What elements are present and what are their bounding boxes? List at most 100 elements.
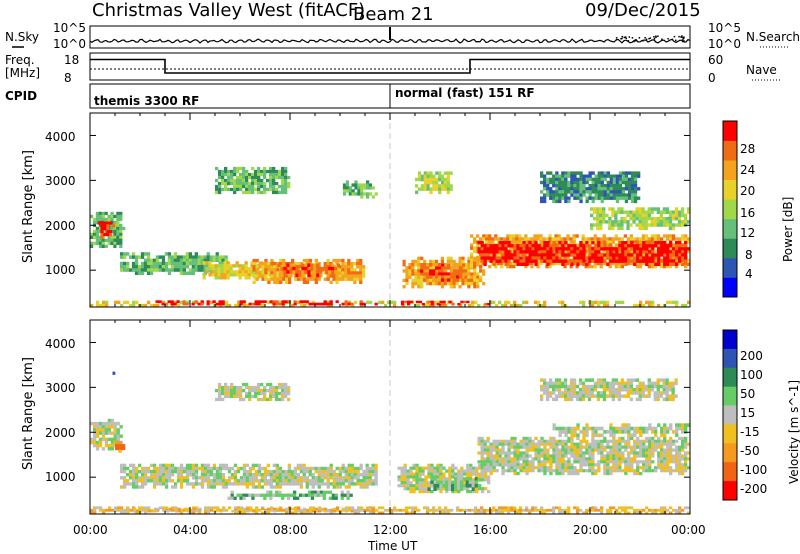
noise-search-dot [623, 36, 625, 39]
power-colorbar-swatch-3 [723, 218, 737, 239]
noise-search-dot [675, 39, 677, 42]
ytick-vel-1000: 1000 [45, 470, 76, 484]
noise-tick-top-right: 10^5 [708, 21, 741, 35]
noise-search-dot [657, 35, 659, 37]
noise-sky-line [89, 38, 691, 44]
noise-search-dot [645, 38, 648, 41]
noise-search-dot [681, 40, 684, 43]
power-tick-16: 16 [740, 206, 756, 220]
noise-panel-frame [89, 25, 691, 49]
xtick-0400: 04:00 [173, 523, 208, 537]
noise-search-dot [648, 37, 650, 40]
vel-tick-minus50: -50 [740, 444, 760, 458]
date-title: 09/Dec/2015 [585, 0, 701, 21]
noise-search-dot [653, 37, 656, 40]
ytick-vel-2000: 2000 [45, 426, 76, 440]
power-colorbar-swatch-5 [723, 179, 737, 200]
power-tick-28: 28 [740, 142, 756, 156]
velocity-region-3 [227, 490, 353, 500]
noise-search-dot [635, 40, 637, 42]
noise-tick-bottom-right: 10^0 [708, 37, 741, 51]
cpid-label: CPID [5, 89, 38, 103]
vel-tick-minus100: -100 [740, 463, 768, 477]
y-axis-label-velocity: Slant Range [km] [20, 357, 36, 470]
colorbars [722, 120, 738, 501]
ytick-power-2000: 2000 [45, 219, 76, 233]
noise-search-dot [644, 37, 646, 39]
noise-search-dot [682, 38, 684, 40]
cpid-segment-2: normal (fast) 151 RF [395, 86, 535, 100]
power-region-17 [540, 171, 641, 204]
x-axis-label: Time UT [368, 539, 418, 553]
axis-ticks [89, 113, 691, 514]
noise-search-dot [631, 37, 634, 39]
freq-tick-top: 18 [64, 53, 80, 67]
vel-tick-minus200: -200 [740, 482, 768, 496]
noise-search-dot [683, 36, 685, 38]
xtick-1600: 16:00 [473, 523, 508, 537]
power-colorbar-swatch-1 [723, 257, 737, 278]
noise-search-dot [673, 35, 676, 38]
velocity-colorbar-swatch-8 [723, 481, 737, 501]
power-tick-12: 12 [740, 226, 756, 240]
power-region-14 [215, 166, 291, 195]
noise-search-dot [620, 38, 622, 40]
ytick-power-1000: 1000 [45, 263, 76, 277]
noise-search-dot [628, 36, 631, 38]
velocity-region-12 [540, 378, 678, 402]
xtick-1200: 12:00 [373, 523, 408, 537]
power-colorbar-swatch-0 [723, 277, 737, 298]
ytick-vel-4000: 4000 [45, 337, 76, 351]
vel-tick-15: 15 [740, 406, 756, 420]
power-region-7 [420, 263, 466, 282]
vel-tick-minus15: -15 [740, 425, 760, 439]
noise-search-dot [627, 40, 630, 42]
power-tick-20: 20 [740, 184, 756, 198]
power-region-5 [277, 263, 341, 278]
noise-search-dot [667, 38, 669, 40]
nave-label: Nave [746, 63, 777, 77]
nave-tick-top: 60 [708, 53, 724, 67]
power-colorbar-swatch-8 [723, 121, 737, 141]
velocity-colorbar-swatch-5 [723, 424, 737, 444]
noise-sky-label: N.Sky [5, 30, 40, 44]
noise-search-dot [625, 37, 627, 39]
nave-tick-bottom: 0 [708, 71, 716, 85]
noise-search-dot [671, 38, 674, 41]
ytick-power-3000: 3000 [45, 174, 76, 188]
power-region-12 [155, 300, 378, 306]
power-tick-8: 8 [745, 248, 753, 262]
velocity-region-2 [120, 463, 378, 489]
power-region-13 [400, 300, 491, 306]
noise-search-dot [681, 35, 683, 37]
freq-label: Freq. [5, 53, 35, 67]
noise-search-dot [615, 39, 618, 41]
vel-tick-50: 50 [740, 387, 756, 401]
velocity-colorbar-swatch-7 [723, 462, 737, 482]
power-colorbar-swatch-6 [723, 160, 737, 180]
power-colorbar-label: Power [dB] [781, 196, 795, 262]
velocity-colorbar-swatch-1 [723, 348, 737, 369]
vel-tick-100: 100 [740, 368, 763, 382]
power-colorbar-swatch-4 [723, 199, 737, 220]
freq-unit-label: [MHz] [5, 66, 41, 80]
noise-search-dot [615, 37, 618, 39]
velocity-heatmap [90, 371, 691, 515]
noise-search-dot [661, 38, 663, 40]
power-region-15 [342, 180, 378, 199]
xtick-0800: 08:00 [273, 523, 308, 537]
cpid-segment-1: themis 3300 RF [94, 94, 200, 108]
noise-search-dot [654, 40, 657, 43]
power-region-16 [415, 171, 453, 195]
velocity-region-1 [115, 441, 126, 453]
noise-search-dot [638, 37, 641, 39]
freq-panel-frame [89, 52, 691, 81]
xtick-2400: 00:00 [671, 523, 706, 537]
velocity-colorbar-swatch-4 [723, 405, 737, 425]
noise-search-dot [655, 35, 657, 37]
power-colorbar-frame [722, 120, 738, 298]
velocity-colorbar-label: Velocity [m s^-1] [787, 379, 800, 484]
power-region-1 [97, 221, 116, 240]
velocity-region-11 [215, 382, 291, 402]
noise-search-dot [681, 36, 683, 38]
